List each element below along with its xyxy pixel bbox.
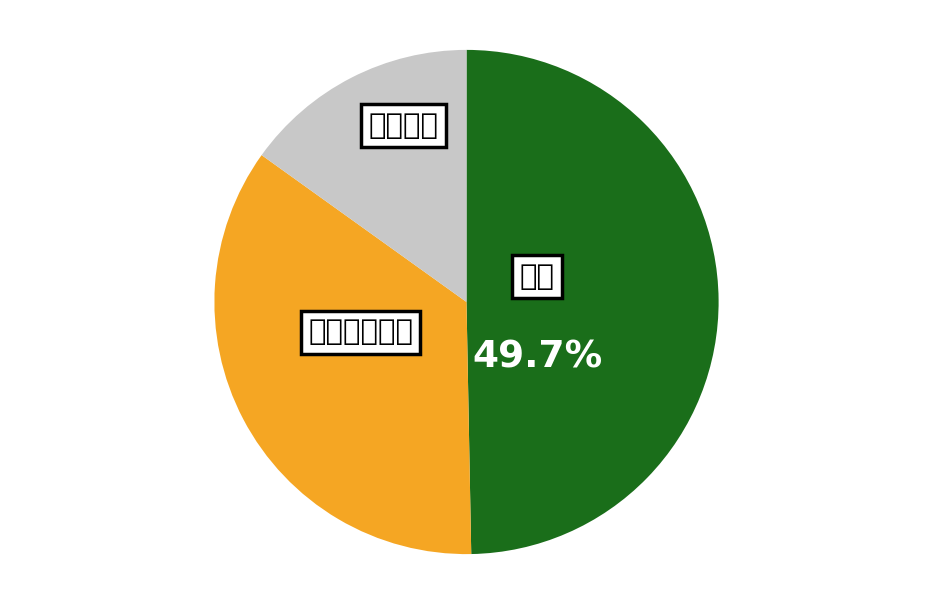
Text: 行かない: 行かない [369, 112, 439, 140]
Wedge shape [466, 50, 718, 554]
Text: 49.7%: 49.7% [472, 339, 602, 376]
Wedge shape [215, 155, 471, 554]
Text: 行く: 行く [520, 263, 554, 291]
Wedge shape [261, 50, 466, 302]
Text: 決めていない: 決めていない [308, 318, 413, 346]
Text: 15.1%: 15.1% [339, 165, 468, 202]
Text: 35.2%: 35.2% [296, 397, 425, 434]
